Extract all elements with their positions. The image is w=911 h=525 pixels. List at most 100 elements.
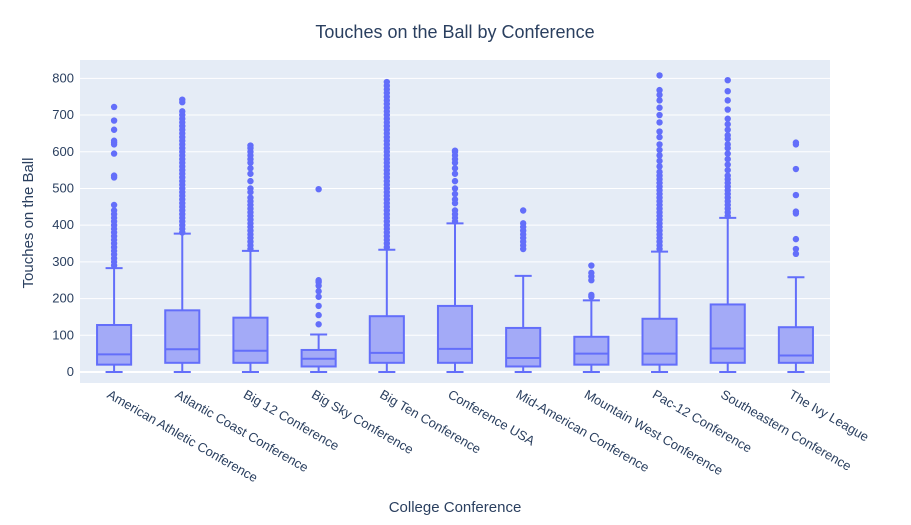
outlier-point [656, 157, 663, 165]
iqr-box [573, 335, 610, 366]
outlier-point [315, 311, 322, 319]
iqr-box [505, 326, 542, 368]
outlier-point [724, 172, 731, 179]
outlier-point [110, 137, 118, 144]
box-11 [777, 139, 814, 373]
box-5 [368, 78, 405, 373]
outlier-point [315, 277, 322, 284]
outlier-point [724, 166, 731, 174]
outlier-point [247, 142, 254, 149]
x-axis-title: College Conference [389, 499, 522, 516]
iqr-box [709, 303, 746, 364]
box-9 [641, 72, 678, 373]
outlier-point [656, 128, 663, 135]
box-1 [96, 103, 133, 373]
outlier-point [656, 133, 663, 141]
outlier-point [792, 165, 800, 173]
y-tick-label: 700 [52, 107, 74, 122]
box-2 [164, 96, 201, 373]
y-tick-label: 100 [52, 327, 74, 342]
outlier-point [724, 132, 731, 139]
box-4 [300, 186, 337, 373]
y-tick-label: 200 [52, 291, 74, 306]
y-tick-label: 800 [52, 70, 74, 85]
outlier-point [792, 139, 800, 146]
outlier-point [110, 150, 118, 157]
outlier-point [451, 170, 459, 177]
box-10 [709, 76, 746, 373]
chart-title: Touches on the Ball by Conference [315, 22, 594, 42]
outlier-point [315, 288, 322, 295]
outlier-point [179, 96, 186, 103]
outlier-point [110, 117, 118, 124]
outlier-point [656, 146, 663, 154]
outlier-point [110, 172, 118, 179]
outlier-point [451, 185, 459, 192]
iqr-box [368, 315, 405, 364]
outlier-point [451, 190, 459, 198]
iqr-box [436, 304, 474, 364]
outlier-point [656, 91, 663, 99]
outlier-point [724, 121, 731, 128]
outlier-point [247, 170, 254, 177]
outlier-point [588, 291, 595, 299]
iqr-box [232, 316, 269, 364]
outlier-point [451, 207, 459, 214]
outlier-point [656, 86, 663, 94]
outlier-point [588, 269, 595, 277]
outlier-point [792, 191, 800, 199]
outlier-point [451, 147, 459, 154]
outlier-point [724, 155, 731, 163]
outlier-point [247, 177, 254, 185]
y-tick-label: 600 [52, 144, 74, 159]
outlier-point [656, 152, 663, 159]
outlier-point [792, 250, 800, 257]
outlier-point [724, 97, 731, 104]
outlier-point [383, 78, 391, 86]
outlier-point [656, 163, 663, 170]
outlier-point [451, 165, 459, 172]
outlier-point [656, 111, 663, 119]
outlier-point [247, 165, 254, 172]
y-tick-label: 500 [52, 180, 74, 195]
outlier-point [588, 262, 595, 269]
box-6 [436, 147, 474, 373]
outlier-point [247, 194, 254, 201]
box-7 [505, 207, 542, 373]
outlier-point [724, 161, 731, 168]
outlier-point [656, 168, 663, 176]
outlier-point [519, 220, 527, 227]
outlier-point [792, 245, 800, 253]
y-axis-title: Touches on the Ball [20, 158, 37, 289]
y-tick-label: 0 [67, 364, 74, 379]
outlier-point [724, 141, 731, 148]
outlier-point [656, 119, 663, 126]
outlier-point [724, 76, 731, 84]
iqr-box [164, 309, 201, 364]
outlier-point [451, 196, 459, 203]
outlier-point [451, 177, 459, 185]
outlier-point [519, 207, 527, 214]
outlier-point [247, 185, 254, 192]
outlier-point [315, 293, 322, 300]
boxes [96, 72, 814, 373]
y-tick-label: 300 [52, 254, 74, 269]
iqr-box [777, 326, 814, 364]
outlier-point [792, 235, 800, 243]
outlier-point [110, 103, 118, 111]
outlier-point [656, 97, 663, 104]
outlier-point [315, 302, 322, 310]
outlier-point [315, 186, 322, 193]
y-tick-label: 400 [52, 217, 74, 232]
iqr-box [96, 324, 133, 366]
outlier-point [656, 141, 663, 148]
outlier-point [656, 104, 663, 111]
outlier-point [724, 126, 731, 133]
box-3 [232, 142, 269, 373]
iqr-box [641, 317, 678, 366]
outlier-point [792, 208, 800, 215]
outlier-point [724, 106, 731, 113]
outlier-point [724, 150, 731, 157]
